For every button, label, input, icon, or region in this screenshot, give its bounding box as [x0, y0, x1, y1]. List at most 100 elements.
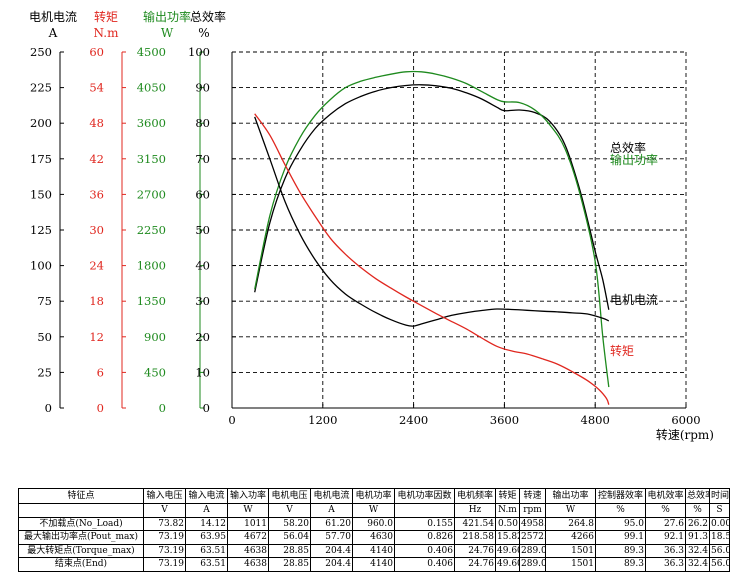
y-tick-label-efficiency: 50 — [195, 223, 210, 237]
table-cell: 0.406 — [394, 557, 455, 572]
table-cell: 4958.2 — [519, 516, 546, 531]
table-cell: 4638 — [227, 557, 269, 572]
table-cell: 电机功率因数 — [394, 488, 455, 504]
table-cell: 0.155 — [394, 516, 455, 531]
table-header-row: 特征点 输入电压 输入电流 输入功率 电机电压 电机电流 电机功率 电机功率因数 电机频率 转矩转… — [18, 488, 730, 504]
series-label-efficiency: 总效率 — [610, 140, 646, 155]
x-tick-label: 0 — [228, 413, 235, 427]
y-tick-label-power: 2700 — [137, 187, 166, 201]
y-tick-label-torque: 42 — [89, 152, 104, 166]
y-tick-label-power: 4500 — [137, 45, 166, 59]
table-cell: W — [227, 503, 269, 518]
y-axis-title-efficiency: 总效率 — [190, 9, 226, 24]
y-tick-label-efficiency: 0 — [203, 401, 210, 415]
table-cell: 61.20 — [310, 516, 353, 531]
table-cell: 63.51 — [185, 557, 228, 572]
table-cell: 4140 — [352, 543, 395, 558]
table-cell: 1501 — [545, 557, 596, 572]
table-unit-row: V A W V A W Hz N.m rpm W%%% S — [18, 503, 730, 518]
table-cell: 264.8 — [545, 516, 596, 531]
y-tick-label-torque: 12 — [89, 330, 104, 344]
series-label-power: 输出功率 — [610, 152, 658, 167]
y-axis-title-torque: 转矩 — [94, 9, 118, 24]
table-cell: 63.95 — [185, 530, 228, 545]
y-tick-label-current: 75 — [37, 294, 52, 308]
y-tick-label-current: 250 — [30, 45, 52, 59]
table-cell: 4140 — [352, 557, 395, 572]
y-tick-label-current: 100 — [30, 259, 52, 273]
table-cell: 输入功率 — [227, 488, 269, 504]
y-tick-label-power: 900 — [144, 330, 166, 344]
table-cell: 结束点(End) — [18, 557, 144, 572]
table-cell: 电机电流 — [310, 488, 353, 504]
table-cell: S — [709, 503, 730, 518]
y-tick-label-torque: 36 — [89, 187, 104, 201]
table-cell: 92.1 — [645, 530, 686, 545]
table-cell: 控制器效率 — [595, 488, 646, 504]
table-cell: 73.19 — [143, 557, 186, 572]
y-tick-label-torque: 6 — [97, 365, 104, 379]
characteristic-points-table-wrap: 特征点 输入电压 输入电流 输入功率 电机电压 电机电流 电机功率 电机功率因数 电机频率 转矩转… — [18, 488, 730, 572]
x-tick-label: 4800 — [581, 413, 610, 427]
table-cell: 204.4 — [310, 557, 353, 572]
table-cell: 4638 — [227, 543, 269, 558]
table-cell: 95.0 — [595, 516, 646, 531]
table-cell: 91.3 — [685, 530, 710, 545]
table-cell: 电机电压 — [268, 488, 311, 504]
series-line-efficiency — [254, 84, 610, 310]
table-cell: 960.0 — [352, 516, 395, 531]
table-cell: V — [268, 503, 311, 518]
y-tick-label-current: 175 — [30, 152, 52, 166]
y-tick-label-torque: 30 — [89, 223, 104, 237]
table-cell: 36.3 — [645, 557, 686, 572]
table-cell: W — [545, 503, 596, 518]
y-axis-unit-torque: N.m — [94, 26, 120, 40]
table-cell: A — [185, 503, 228, 518]
y-tick-label-current: 200 — [30, 116, 52, 130]
table-cell: 电机效率 — [645, 488, 686, 504]
y-tick-label-power: 3600 — [137, 116, 166, 130]
y-tick-label-efficiency: 30 — [195, 294, 210, 308]
table-cell — [394, 503, 455, 518]
y-tick-label-torque: 48 — [89, 116, 104, 130]
series-line-torque — [254, 113, 610, 405]
x-tick-label: 6000 — [671, 413, 700, 427]
y-axis-unit-efficiency: % — [198, 26, 209, 40]
table-cell: 289.0 — [519, 543, 546, 558]
y-axis-unit-power: W — [161, 26, 174, 40]
y-tick-label-torque: 24 — [89, 259, 104, 273]
table-cell: 14.12 — [185, 516, 228, 531]
series-label-torque: 转矩 — [610, 343, 634, 358]
y-tick-label-efficiency: 10 — [195, 365, 210, 379]
table-row: 不加载点(No_Load) 73.82 14.12 1011 58.20 61.20 960… — [18, 516, 730, 531]
table-cell: Hz — [454, 503, 496, 518]
table-cell: 24.76 — [454, 543, 496, 558]
performance-chart: 0255075100125150175200225250电机电流A0612182… — [29, 9, 714, 442]
table-cell: 63.51 — [185, 543, 228, 558]
table-cell: 56.04 — [268, 530, 311, 545]
y-axis-title-current: 电机电流 — [29, 10, 77, 24]
table-cell: 转速 — [519, 488, 546, 504]
table-cell: 1501 — [545, 543, 596, 558]
series-line-power — [254, 70, 610, 388]
table-cell: 32.4 — [685, 543, 710, 558]
x-tick-label: 3600 — [490, 413, 519, 427]
table-cell: V — [143, 503, 186, 518]
y-tick-label-efficiency: 40 — [195, 259, 210, 273]
y-tick-label-torque: 60 — [89, 45, 104, 59]
table-cell: rpm — [519, 503, 546, 518]
table-cell: 57.70 — [310, 530, 353, 545]
y-tick-label-efficiency: 20 — [195, 330, 210, 344]
x-axis-label: 转速(rpm) — [656, 427, 714, 442]
y-tick-label-torque: 0 — [97, 401, 104, 415]
table-cell: 电机功率 — [352, 488, 395, 504]
table-cell: % — [685, 503, 710, 518]
y-tick-label-power: 1350 — [137, 294, 166, 308]
y-tick-label-current: 50 — [37, 330, 52, 344]
y-tick-label-efficiency: 70 — [195, 152, 210, 166]
y-tick-label-power: 2250 — [137, 223, 166, 237]
y-axis-title-power: 输出功率 — [143, 9, 191, 24]
table-cell: % — [645, 503, 686, 518]
table-cell: 0.406 — [394, 543, 455, 558]
